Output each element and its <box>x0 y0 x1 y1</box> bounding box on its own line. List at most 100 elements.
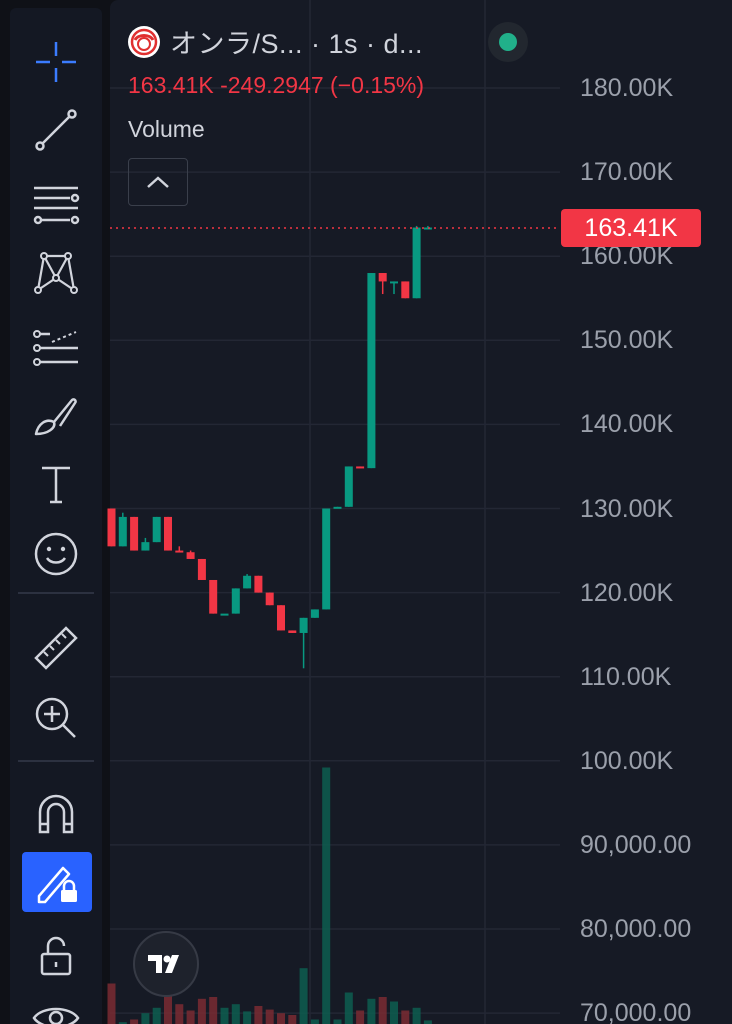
fib-retracement-tool[interactable] <box>10 174 102 234</box>
market-status-indicator[interactable] <box>488 22 528 62</box>
lock-drawing-tool[interactable] <box>22 852 92 912</box>
volume-bar <box>277 1013 285 1024</box>
candle-down <box>175 550 184 553</box>
volume-bar <box>231 1004 240 1024</box>
candle-up <box>333 506 342 509</box>
volume-bar <box>367 998 376 1024</box>
price-axis-tick: 80,000.00 <box>580 915 692 943</box>
chart-pane[interactable] <box>110 0 732 1024</box>
candle-up <box>344 466 353 507</box>
price-axis-tick: 110.00K <box>580 662 672 691</box>
volume-bar <box>288 1015 297 1024</box>
fib-retracement-icon <box>33 186 80 225</box>
volume-bar <box>333 1019 342 1024</box>
candles <box>107 225 432 669</box>
candle-down <box>378 273 387 282</box>
text-icon <box>42 466 70 504</box>
symbol-header[interactable]: オンラ/S... · 1s · d... <box>128 22 423 61</box>
candle-up <box>322 508 331 610</box>
candle-up <box>367 273 376 469</box>
volume-bar <box>164 988 172 1024</box>
price-axis-tick: 70,000.00 <box>580 999 692 1024</box>
magnet-tool[interactable] <box>10 784 102 844</box>
price-axis-tick: 180.00K <box>580 74 674 102</box>
crosshair-tool[interactable] <box>10 32 102 92</box>
candle-up <box>231 588 240 614</box>
volume-bar <box>423 1020 432 1024</box>
unlock-icon <box>40 936 72 976</box>
price-axis-tick: 100.00K <box>580 746 674 775</box>
candle-down <box>197 558 206 580</box>
symbol-title[interactable]: オンラ/S... · 1s · d... <box>170 29 424 59</box>
collapse-legend-button[interactable] <box>128 158 188 206</box>
price-axis-tick: 140.00K <box>580 410 674 439</box>
pattern-tool[interactable] <box>10 242 102 302</box>
candle-up <box>412 227 421 299</box>
volume-bar <box>378 997 387 1024</box>
candle-down <box>277 605 285 631</box>
candle-down <box>265 592 274 606</box>
text-tool[interactable] <box>10 454 102 514</box>
trend-line-tool[interactable] <box>10 100 102 160</box>
candle-up <box>220 613 229 616</box>
candle-up <box>423 227 432 230</box>
volume-legend-label[interactable]: Volume <box>128 116 205 142</box>
forecast-icon <box>33 330 78 366</box>
candle-down <box>356 466 365 469</box>
candle-down <box>288 630 297 633</box>
status-dot-icon <box>499 33 517 51</box>
candle-down <box>254 575 263 593</box>
grid-lines <box>110 0 560 1024</box>
candle-up <box>390 281 398 284</box>
token-logo-icon <box>130 28 158 55</box>
lock-drawing-icon <box>37 866 77 904</box>
tradingview-logo-icon <box>148 955 179 973</box>
price-axis-tick: 90,000.00 <box>580 830 692 859</box>
volume-bar <box>209 997 218 1024</box>
volume-bar <box>186 1010 195 1024</box>
volume-bar <box>141 1013 150 1024</box>
candle-down <box>130 516 139 551</box>
last-price-tag: 163.41K <box>561 209 701 247</box>
eye-tool[interactable] <box>10 988 102 1024</box>
zoom-in-tool[interactable] <box>10 688 102 748</box>
candle-down <box>186 552 195 559</box>
ruler-icon <box>34 626 78 670</box>
zoom-in-icon <box>35 697 76 738</box>
volume-bar <box>130 1019 139 1024</box>
magnet-icon <box>38 794 74 834</box>
brush-tool[interactable] <box>10 386 102 446</box>
price-axis-tick: 150.00K <box>580 326 674 355</box>
volume-bar <box>299 968 308 1024</box>
crosshair-icon <box>36 42 76 82</box>
emoji-tool[interactable] <box>10 524 102 584</box>
candle-up <box>310 609 319 618</box>
volume-bar <box>356 1010 365 1024</box>
eye-icon <box>32 1007 80 1024</box>
token-logo <box>128 25 160 58</box>
volume-bars <box>107 767 432 1024</box>
unlock-tool[interactable] <box>10 926 102 986</box>
volume-bar <box>265 1009 274 1024</box>
volume-bar <box>118 1022 127 1024</box>
emoji-icon <box>34 532 78 576</box>
candle-up <box>118 516 127 547</box>
candle-up <box>141 542 150 551</box>
ruler-tool[interactable] <box>10 618 102 678</box>
trend-line-icon <box>35 109 77 151</box>
volume-bar <box>401 1010 410 1024</box>
volume-bar <box>197 998 206 1024</box>
forecast-tool[interactable] <box>10 316 102 376</box>
drawing-toolbar <box>10 8 102 1024</box>
volume-bar <box>412 1007 421 1024</box>
toolbar-divider <box>18 592 94 594</box>
toolbar-divider <box>18 760 94 762</box>
tradingview-logo-button[interactable] <box>133 931 199 997</box>
volume-bar <box>175 1004 184 1024</box>
price-axis-tick: 170.00K <box>580 158 674 187</box>
volume-bar <box>310 1019 319 1024</box>
candle-down <box>107 508 116 547</box>
ohlc-price-change: 163.41K -249.2947 (−0.15%) <box>128 72 425 98</box>
